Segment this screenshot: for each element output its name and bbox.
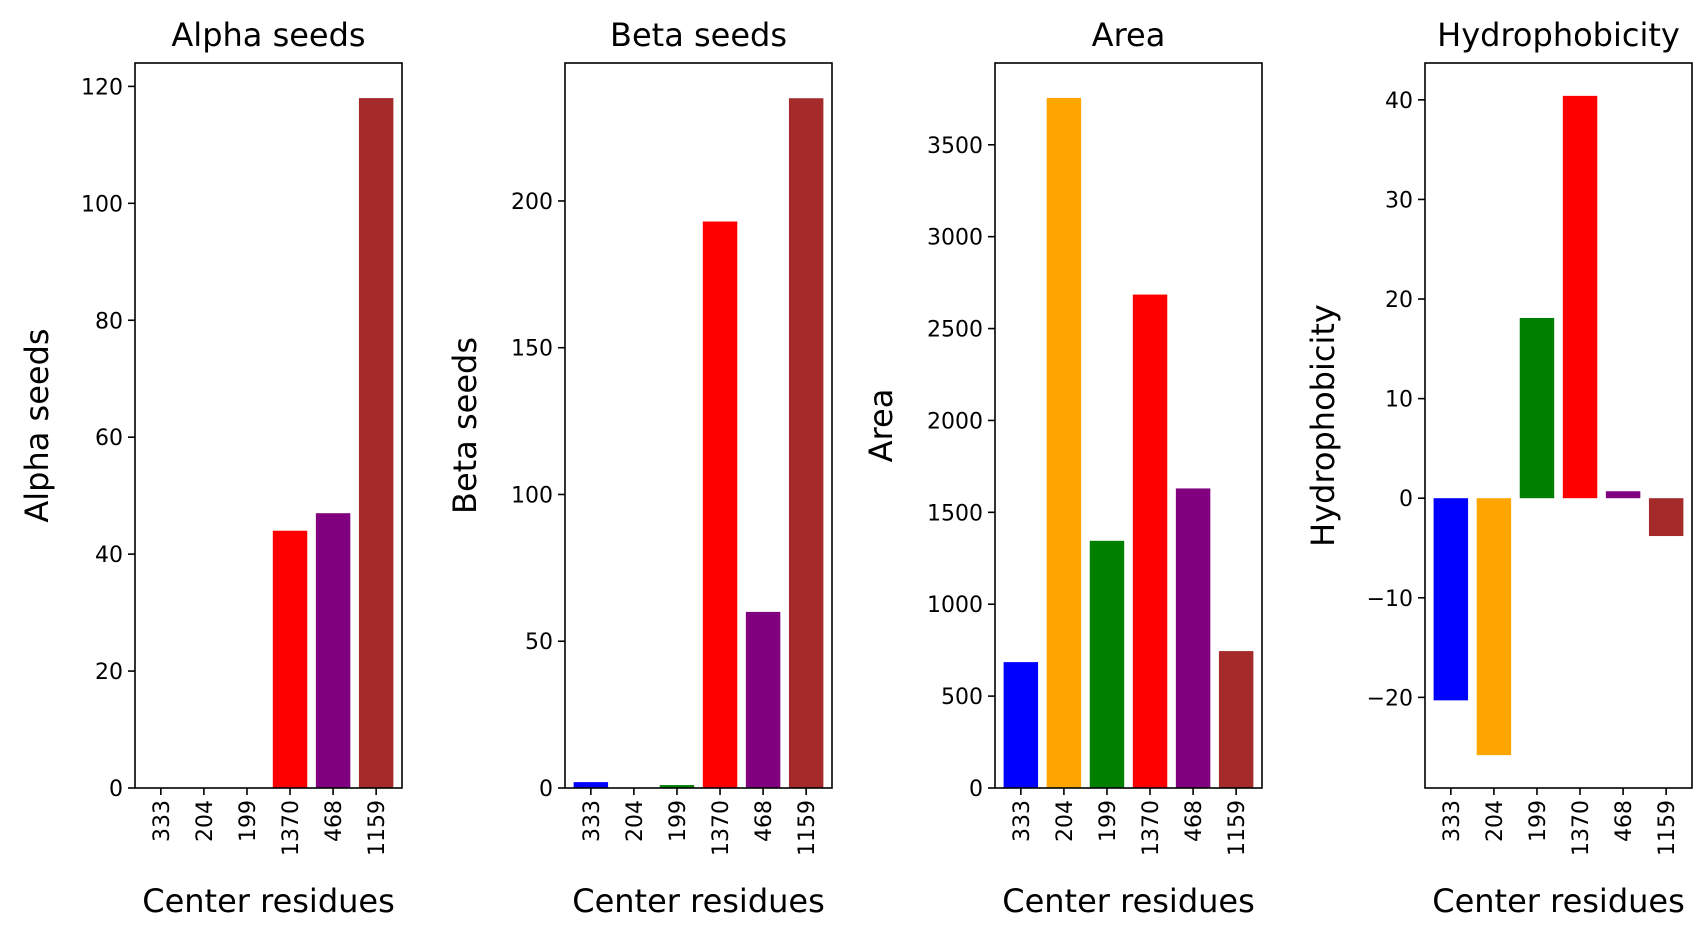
y-tick-label: 0: [1399, 487, 1413, 512]
x-tick-label: 1370: [1139, 800, 1164, 856]
x-tick-label: 468: [1612, 800, 1637, 842]
y-tick-label: 150: [511, 337, 553, 362]
bar-1159: [358, 98, 394, 788]
bar-333: [573, 782, 609, 788]
bar-1370: [1562, 95, 1598, 499]
axes-frame: [1424, 62, 1693, 789]
y-tick-label: 40: [1385, 89, 1413, 114]
y-tick-label: −20: [1367, 686, 1413, 711]
y-axis-label: Alpha seeds: [18, 328, 56, 522]
bar-204: [1476, 498, 1512, 756]
x-tick-label: 1159: [1225, 800, 1250, 856]
y-tick-label: 2500: [927, 318, 983, 343]
bar-333: [1003, 662, 1039, 788]
x-tick-label: 468: [1182, 800, 1207, 842]
y-axis-label: Hydrophobicity: [1304, 304, 1342, 547]
y-tick-label: 50: [525, 630, 553, 655]
x-tick-label: 1370: [709, 800, 734, 856]
x-tick-label: 204: [623, 800, 648, 842]
bar-1370: [272, 530, 308, 788]
bar-1370: [702, 221, 738, 788]
y-tick-label: 1000: [927, 593, 983, 618]
x-tick-label: 468: [752, 800, 777, 842]
subplot-1: 0 20 40 60 80 100 120 333 204 199 1370 468 1159 Alpha…: [18, 16, 403, 920]
y-tick-label: 60: [95, 426, 123, 451]
bar-204: [1046, 97, 1082, 789]
x-tick-label: 199: [236, 800, 261, 842]
x-tick-label: 199: [666, 800, 691, 842]
y-tick-label: 0: [109, 777, 123, 802]
y-tick-label: 0: [539, 777, 553, 802]
bar-1159: [1218, 651, 1254, 788]
y-tick-label: 1500: [927, 501, 983, 526]
x-tick-label: 333: [580, 800, 605, 842]
y-tick-label: 0: [969, 777, 983, 802]
y-tick-label: 20: [95, 660, 123, 685]
bar-199: [1089, 540, 1125, 788]
y-tick-label: 3500: [927, 134, 983, 159]
x-axis-label: Center residues: [1002, 882, 1255, 920]
y-tick-label: −10: [1367, 587, 1413, 612]
x-tick-label: 333: [150, 800, 175, 842]
y-tick-label: 3000: [927, 226, 983, 251]
y-tick-label: 2000: [927, 409, 983, 434]
subplot-4: −20 −10 0 10 20 30 40 333 204 199 1370 468 1159 Hydro…: [1304, 16, 1693, 920]
y-axis-label: Area: [862, 389, 900, 463]
chart-title: Alpha seeds: [171, 16, 365, 54]
x-tick-label: 199: [1526, 800, 1551, 842]
x-tick-label: 1159: [795, 800, 820, 856]
x-tick-label: 1370: [279, 800, 304, 856]
axes-frame: [994, 62, 1263, 789]
y-tick-label: 500: [941, 685, 983, 710]
y-tick-label: 10: [1385, 388, 1413, 413]
bar-1370: [1132, 294, 1168, 788]
x-tick-label: 204: [1483, 800, 1508, 842]
x-tick-label: 333: [1010, 800, 1035, 842]
x-axis-label: Center residues: [1432, 882, 1685, 920]
subplot-2: 0 50 100 150 200 333 204 199 1370 468 1159 Beta see…: [446, 16, 833, 920]
x-tick-label: 204: [1053, 800, 1078, 842]
bar-468: [1175, 488, 1211, 788]
y-axis-label: Beta seeds: [446, 337, 484, 514]
x-axis-label: Center residues: [142, 882, 395, 920]
x-tick-label: 204: [193, 800, 218, 842]
chart-title: Hydrophobicity: [1437, 16, 1680, 54]
chart-title: Area: [1092, 16, 1166, 54]
y-tick-label: 20: [1385, 288, 1413, 313]
x-tick-label: 1370: [1569, 800, 1594, 856]
x-axis-label: Center residues: [572, 882, 825, 920]
x-tick-label: 1159: [365, 800, 390, 856]
bar-468: [315, 513, 351, 788]
y-tick-label: 100: [81, 192, 123, 217]
x-tick-label: 468: [322, 800, 347, 842]
axes-frame: [134, 62, 403, 789]
y-tick-label: 40: [95, 543, 123, 568]
x-tick-label: 199: [1096, 800, 1121, 842]
subplot-3: 0 500 1000 1500 2000 2500 3000 3500 333 204 199 137…: [862, 16, 1263, 920]
x-tick-label: 333: [1440, 800, 1465, 842]
bar-1159: [1648, 498, 1684, 537]
y-tick-label: 80: [95, 309, 123, 334]
bar-333: [1433, 498, 1469, 701]
bar-1159: [788, 98, 824, 789]
bar-468: [745, 611, 781, 788]
bar-199: [659, 785, 695, 788]
bar-199: [1519, 317, 1555, 499]
y-tick-label: 30: [1385, 188, 1413, 213]
chart-title: Beta seeds: [610, 16, 787, 54]
bar-468: [1605, 491, 1641, 499]
y-tick-label: 200: [511, 190, 553, 215]
y-tick-label: 100: [511, 483, 553, 508]
y-tick-label: 120: [81, 75, 123, 100]
x-tick-label: 1159: [1655, 800, 1680, 856]
axes-frame: [564, 62, 833, 789]
